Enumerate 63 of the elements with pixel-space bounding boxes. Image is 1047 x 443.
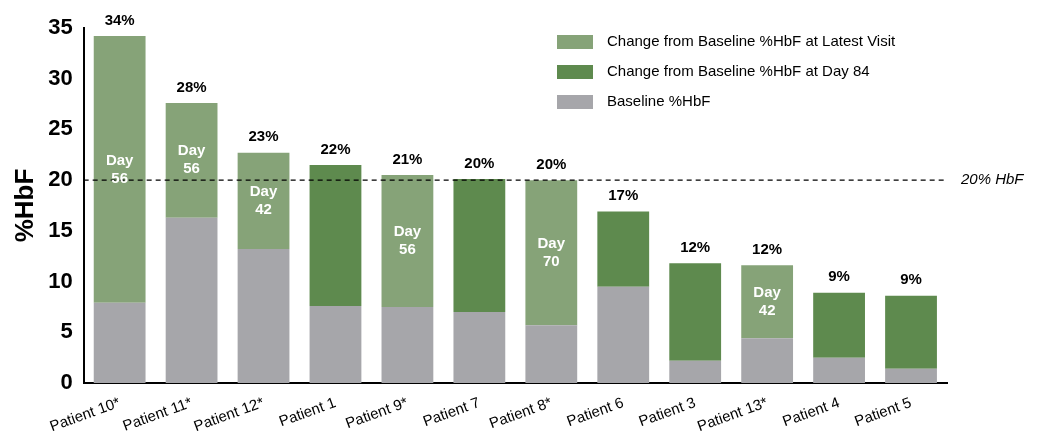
x-tick-label: Patient 1 (276, 393, 338, 430)
bar (885, 295, 937, 369)
total-label: 20% (536, 154, 567, 172)
bar (165, 217, 218, 383)
bar (309, 305, 362, 383)
bar (669, 263, 722, 361)
y-tick-label: 20 (48, 166, 73, 192)
x-tick-label: Patient 8* (486, 393, 554, 432)
total-label: 12% (680, 237, 711, 255)
x-tick-label: Patient 10* (47, 393, 123, 435)
bar (741, 338, 794, 383)
y-tick-label: 35 (48, 14, 73, 40)
annotation: Day 42 (753, 282, 782, 318)
y-tick-label: 5 (60, 318, 73, 344)
bar (381, 175, 434, 307)
bar (813, 357, 865, 383)
legend-label: Change from Baseline %HbF at Day 84 (607, 62, 870, 80)
total-label: 22% (320, 139, 351, 157)
bar (597, 286, 650, 383)
bar (813, 292, 865, 358)
total-label: 17% (608, 186, 639, 204)
total-label: 9% (828, 267, 850, 285)
y-tick-label: 10 (48, 267, 73, 293)
y-tick-label: 15 (48, 216, 73, 242)
y-tick-label: 0 (60, 369, 73, 395)
total-label: 23% (248, 127, 279, 145)
bar (93, 36, 146, 303)
legend-label: Baseline %HbF (607, 92, 711, 110)
bar (525, 180, 578, 326)
annotation: Day 70 (537, 233, 566, 269)
ref-line-label: 20% HbF (960, 170, 1025, 188)
legend-label: Change from Baseline %HbF at Latest Visit (607, 32, 897, 50)
x-tick-label: Patient 5 (852, 393, 914, 430)
total-label: 12% (752, 239, 783, 257)
total-label: 34% (104, 10, 135, 28)
bar (669, 360, 722, 383)
bar (453, 311, 506, 383)
x-tick-label: Patient 4 (780, 393, 842, 430)
bar (309, 164, 362, 306)
total-label: 20% (464, 153, 495, 171)
y-axis-title: %HbF (8, 168, 39, 243)
bar (525, 325, 578, 383)
bar (237, 152, 290, 250)
annotation: Day 56 (105, 150, 135, 186)
x-tick-label: Patient 6 (564, 393, 626, 430)
total-label: 28% (176, 77, 207, 95)
bar (165, 103, 218, 218)
bar (741, 265, 794, 339)
bar (885, 368, 937, 383)
y-tick-label: 30 (48, 64, 73, 90)
bar (381, 306, 434, 383)
y-tick-label: 25 (48, 115, 73, 141)
bar (597, 211, 650, 287)
annotation: Day 42 (249, 182, 278, 218)
x-tick-label: Patient 7 (420, 393, 482, 430)
annotation: Day 56 (177, 141, 206, 177)
bar (93, 302, 146, 383)
total-label: 21% (392, 149, 423, 167)
bar (453, 179, 506, 312)
bar (237, 249, 290, 383)
annotation: Day 56 (393, 222, 422, 258)
total-label: 9% (900, 270, 922, 288)
x-tick-label: Patient 9* (342, 393, 411, 432)
